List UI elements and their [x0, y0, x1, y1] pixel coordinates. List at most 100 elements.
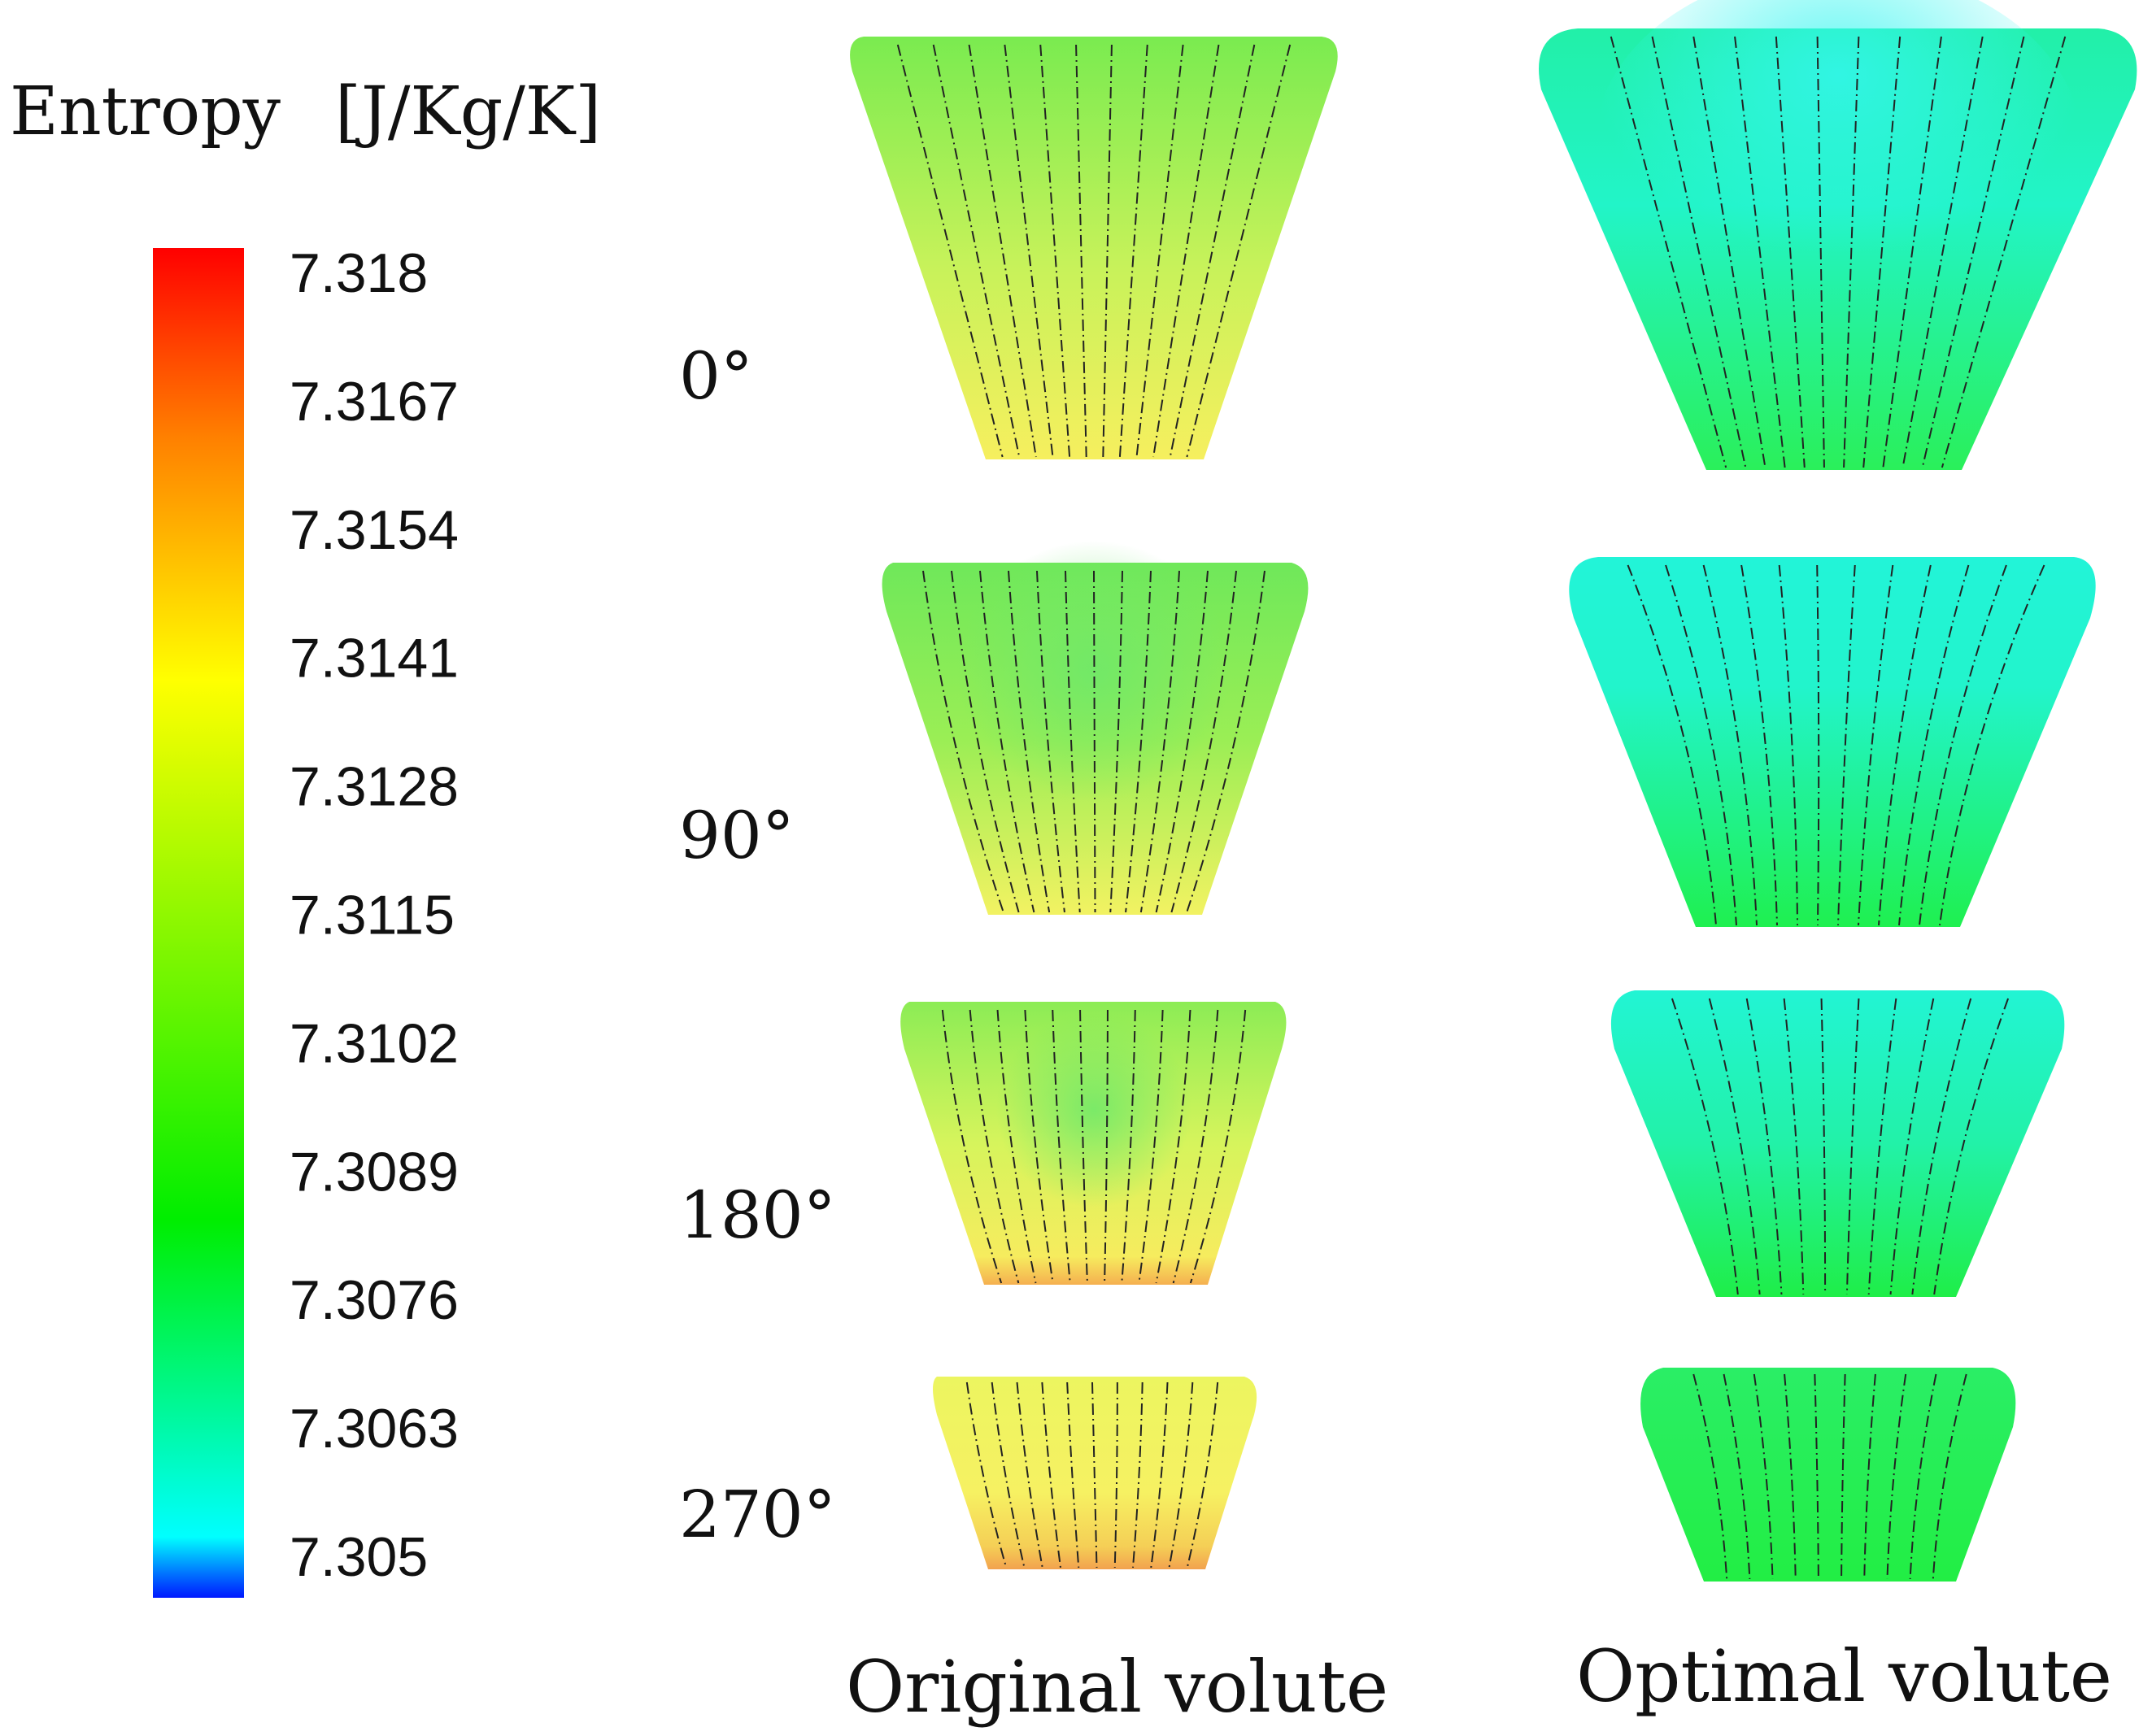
optimal-section-270 — [1640, 1368, 2016, 1582]
colorbar-tick-label: 7.3141 — [290, 628, 459, 690]
streamline — [1909, 1373, 1937, 1580]
streamline — [1139, 570, 1180, 913]
streamline — [1814, 1373, 1819, 1580]
streamline — [1862, 36, 1902, 468]
colorbar-tick-label: 7.3115 — [290, 885, 455, 946]
streamline — [1902, 36, 1984, 468]
streamline — [1610, 36, 1727, 468]
streamline — [1024, 1009, 1054, 1284]
streamline — [1863, 1373, 1876, 1580]
streamline — [1138, 1009, 1164, 1284]
streamline — [1155, 570, 1209, 913]
streamline — [1753, 1373, 1774, 1580]
streamline — [1189, 1009, 1247, 1284]
optimal-volute-sections — [1539, 0, 2137, 1582]
streamline — [979, 570, 1035, 913]
streamline — [1041, 1381, 1061, 1568]
streamline — [1867, 998, 1897, 1295]
streamline — [1778, 564, 1798, 926]
streamline — [1837, 564, 1856, 926]
colorbar-tick-label: 7.3089 — [290, 1141, 459, 1203]
streamline — [1627, 564, 1717, 926]
colorbar-tick-label: 7.318 — [290, 242, 428, 304]
streamline — [1816, 36, 1825, 468]
streamline — [1878, 564, 1932, 926]
streamline — [1102, 44, 1113, 458]
streamline — [1816, 564, 1820, 926]
streamline — [991, 1381, 1026, 1568]
streamline — [1841, 1373, 1846, 1580]
optimal-section-180 — [1610, 990, 2065, 1297]
streamline — [1125, 570, 1152, 913]
streamline — [932, 44, 1021, 458]
streamline — [1932, 1373, 1967, 1580]
row-label-180: 180° — [679, 1177, 836, 1253]
streamline — [1075, 44, 1087, 458]
streamline — [1702, 564, 1758, 926]
streamline — [1118, 44, 1148, 458]
streamline — [1008, 570, 1051, 913]
streamline — [1843, 36, 1860, 468]
streamline — [1079, 1009, 1088, 1284]
streamline — [996, 1009, 1037, 1284]
streamline — [1745, 998, 1783, 1295]
streamline — [1169, 44, 1256, 458]
streamline — [1734, 36, 1786, 468]
streamline — [1039, 44, 1071, 458]
streamline — [1186, 570, 1265, 913]
streamline — [1172, 1009, 1219, 1284]
streamline — [1121, 1009, 1136, 1284]
streamline — [968, 44, 1037, 458]
colorbar-ticks: 7.318 7.3167 7.3154 7.3141 7.3128 7.3115 7.310… — [290, 242, 459, 1588]
streamline — [965, 1381, 1008, 1568]
streamline — [1898, 564, 1970, 926]
streamline — [1168, 1381, 1194, 1568]
streamline — [941, 1009, 1003, 1284]
column-label-original: Original volute — [846, 1645, 1388, 1729]
streamline — [1708, 998, 1761, 1295]
colorbar-tick-label: 7.305 — [290, 1526, 428, 1588]
original-volute-sections — [850, 37, 1338, 1569]
column-label-optimal: Optimal volute — [1576, 1634, 2112, 1718]
streamline — [1921, 36, 2025, 468]
streamline — [1740, 564, 1778, 926]
streamline — [1692, 1373, 1728, 1580]
streamline — [1820, 998, 1827, 1295]
colorbar-tick-label: 7.3167 — [290, 371, 459, 433]
streamline — [1933, 998, 2010, 1295]
streamline — [1186, 44, 1292, 458]
optimal-section-0-core — [1594, 0, 2082, 325]
row-label-0: 0° — [679, 338, 753, 414]
streamline — [1723, 1373, 1751, 1580]
streamline — [1186, 1381, 1219, 1568]
colorbar-tick-label: 7.3063 — [290, 1398, 459, 1460]
legend-unit: [J/Kg/K] — [335, 73, 601, 150]
streamline — [1065, 570, 1081, 913]
streamline — [969, 1009, 1020, 1284]
streamline — [1671, 998, 1739, 1295]
colorbar-tick-label: 7.3102 — [290, 1012, 459, 1074]
streamline — [922, 570, 1004, 913]
streamline — [1104, 1009, 1109, 1284]
streamline — [1858, 564, 1894, 926]
streamline — [1783, 998, 1805, 1295]
streamline — [1775, 36, 1806, 468]
streamline — [1109, 570, 1123, 913]
streamline — [1170, 570, 1237, 913]
streamline — [1882, 36, 1942, 468]
streamline — [1665, 564, 1737, 926]
colorbar-tick-label: 7.3154 — [290, 499, 459, 561]
streamline — [1152, 44, 1220, 458]
streamline — [1939, 564, 2045, 926]
streamline — [1091, 1381, 1098, 1568]
streamline — [1132, 1381, 1144, 1568]
streamline — [1784, 1373, 1797, 1580]
streamline — [1155, 1009, 1191, 1284]
original-section-180-lowentropy-zone — [972, 1000, 1216, 1244]
streamline — [1093, 570, 1096, 913]
colorbar-tick-label: 7.3128 — [290, 756, 459, 818]
streamline — [1692, 36, 1766, 468]
streamline — [896, 44, 1004, 458]
streamline — [1886, 1373, 1907, 1580]
